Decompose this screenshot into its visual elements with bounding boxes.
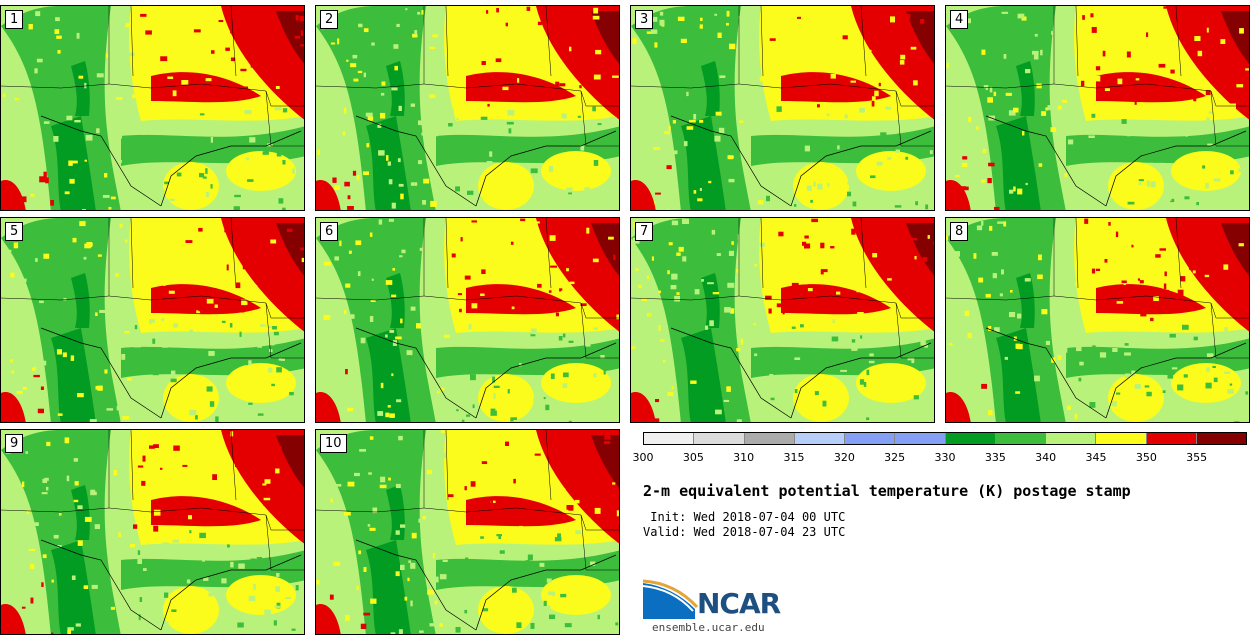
colorbar-tick-label: 335 [984, 451, 1006, 464]
colorbar-tick-label: 305 [682, 451, 704, 464]
init-time: Init: Wed 2018-07-04 00 UTC [643, 510, 846, 524]
valid-time: Valid: Wed 2018-07-04 23 UTC [643, 525, 846, 539]
colorbar-segment [1046, 433, 1097, 444]
colorbar-tick-label: 350 [1135, 451, 1157, 464]
map-field [1, 218, 304, 422]
map-field [631, 6, 934, 210]
ensemble-member-panel: 6 [315, 217, 620, 423]
map-field [946, 6, 1249, 210]
figure-title: 2-m equivalent potential temperature (K)… [643, 482, 1131, 500]
ensemble-member-panel: 9 [0, 429, 305, 635]
colorbar-ticks: 300 305 310 315 320 325 330 335 340 345 … [633, 451, 1247, 465]
colorbar-segment [1146, 433, 1197, 444]
ensemble-member-panel: 7 [630, 217, 935, 423]
map-field [1, 430, 304, 634]
ensemble-member-panel: 3 [630, 5, 935, 211]
ncar-wordmark: NCAR [697, 587, 781, 620]
colorbar-segment [895, 433, 946, 444]
ensemble-member-panel: 5 [0, 217, 305, 423]
ensemble-member-panel: 10 [315, 429, 620, 635]
map-field [316, 430, 619, 634]
ncar-logo [643, 579, 699, 619]
map-field [631, 218, 934, 422]
member-number-label: 5 [5, 222, 24, 241]
colorbar-tick-label: 340 [1035, 451, 1057, 464]
colorbar-tick-label: 345 [1085, 451, 1107, 464]
colorbar-tick-label: 325 [884, 451, 906, 464]
colorbar-segment [995, 433, 1046, 444]
colorbar-tick-label: 310 [733, 451, 755, 464]
member-number-label: 9 [5, 434, 24, 453]
map-field [316, 218, 619, 422]
colorbar-tick-label: 300 [632, 451, 654, 464]
member-number-label: 7 [635, 222, 654, 241]
colorbar-tick-label: 355 [1186, 451, 1208, 464]
map-field [1, 6, 304, 210]
colorbar-segment [845, 433, 896, 444]
colorbar [643, 432, 1247, 445]
colorbar-segment [694, 433, 745, 444]
map-field [316, 6, 619, 210]
ensemble-member-panel: 4 [945, 5, 1250, 211]
colorbar-segment [1096, 433, 1147, 444]
colorbar-tick-label: 330 [934, 451, 956, 464]
colorbar-tick-label: 315 [783, 451, 805, 464]
website-url[interactable]: ensemble.ucar.edu [652, 621, 765, 634]
colorbar-segment [1196, 433, 1246, 444]
ensemble-member-panel: 8 [945, 217, 1250, 423]
member-number-label: 2 [320, 10, 339, 29]
colorbar-segment [644, 433, 695, 444]
colorbar-segment [794, 433, 845, 444]
member-number-label: 1 [5, 10, 24, 29]
colorbar-tick-label: 320 [833, 451, 855, 464]
member-number-label: 4 [950, 10, 969, 29]
colorbar-segment [945, 433, 996, 444]
map-field [946, 218, 1249, 422]
member-number-label: 10 [320, 434, 347, 453]
member-number-label: 3 [635, 10, 654, 29]
ensemble-member-panel: 1 [0, 5, 305, 211]
colorbar-segment [744, 433, 795, 444]
member-number-label: 6 [320, 222, 339, 241]
ensemble-member-panel: 2 [315, 5, 620, 211]
member-number-label: 8 [950, 222, 969, 241]
